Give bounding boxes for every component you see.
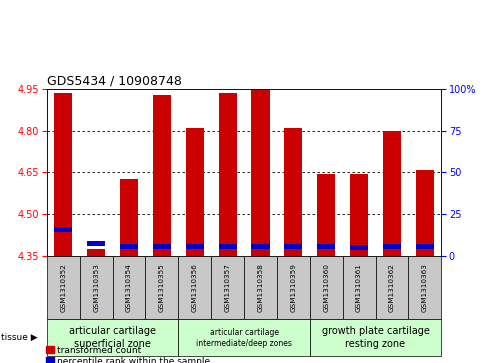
Text: GSM1310356: GSM1310356 bbox=[192, 263, 198, 312]
Bar bbox=[54, 93, 72, 256]
Text: growth plate cartilage
resting zone: growth plate cartilage resting zone bbox=[321, 326, 429, 349]
Bar bbox=[284, 128, 302, 256]
Bar bbox=[350, 245, 368, 250]
Text: GSM1310354: GSM1310354 bbox=[126, 263, 132, 312]
Text: tissue ▶: tissue ▶ bbox=[1, 333, 37, 342]
Bar bbox=[343, 256, 376, 319]
Bar bbox=[178, 256, 211, 319]
Legend: transformed count, percentile rank within the sample: transformed count, percentile rank withi… bbox=[46, 346, 211, 363]
Bar bbox=[186, 128, 204, 256]
Bar bbox=[284, 244, 302, 249]
Text: GSM1310361: GSM1310361 bbox=[356, 263, 362, 312]
Bar bbox=[317, 244, 335, 249]
Text: articular cartilage
superficial zone: articular cartilage superficial zone bbox=[69, 326, 156, 349]
Bar bbox=[251, 244, 270, 249]
Bar bbox=[87, 249, 105, 256]
Bar bbox=[178, 319, 310, 356]
Text: articular cartilage
intermediate/deep zones: articular cartilage intermediate/deep zo… bbox=[196, 327, 292, 348]
Text: GSM1310355: GSM1310355 bbox=[159, 263, 165, 312]
Text: GSM1310362: GSM1310362 bbox=[389, 263, 395, 312]
Bar bbox=[376, 256, 408, 319]
Bar bbox=[317, 174, 335, 256]
Bar bbox=[383, 244, 401, 249]
Bar bbox=[80, 256, 112, 319]
Bar bbox=[416, 244, 434, 249]
Bar bbox=[120, 244, 138, 249]
Bar bbox=[383, 131, 401, 256]
Bar bbox=[145, 256, 178, 319]
Bar bbox=[153, 244, 171, 249]
Text: GSM1310363: GSM1310363 bbox=[422, 263, 428, 312]
Bar bbox=[120, 179, 138, 256]
Bar bbox=[350, 174, 368, 256]
Bar bbox=[47, 319, 178, 356]
Bar bbox=[218, 93, 237, 256]
Text: GSM1310352: GSM1310352 bbox=[60, 263, 66, 312]
Text: GDS5434 / 10908748: GDS5434 / 10908748 bbox=[47, 75, 182, 88]
Text: GSM1310357: GSM1310357 bbox=[225, 263, 231, 312]
Bar bbox=[277, 256, 310, 319]
Bar bbox=[218, 244, 237, 249]
Bar bbox=[87, 241, 105, 246]
Bar bbox=[211, 256, 244, 319]
Text: GSM1310359: GSM1310359 bbox=[290, 263, 296, 312]
Bar bbox=[112, 256, 145, 319]
Bar bbox=[408, 256, 441, 319]
Bar bbox=[416, 170, 434, 256]
Bar bbox=[186, 244, 204, 249]
Bar bbox=[310, 319, 441, 356]
Text: GSM1310358: GSM1310358 bbox=[257, 263, 263, 312]
Bar bbox=[310, 256, 343, 319]
Bar bbox=[244, 256, 277, 319]
Text: GSM1310360: GSM1310360 bbox=[323, 263, 329, 312]
Bar bbox=[54, 227, 72, 232]
Text: GSM1310353: GSM1310353 bbox=[93, 263, 99, 312]
Bar bbox=[251, 90, 270, 256]
Bar bbox=[47, 256, 80, 319]
Bar bbox=[153, 94, 171, 256]
